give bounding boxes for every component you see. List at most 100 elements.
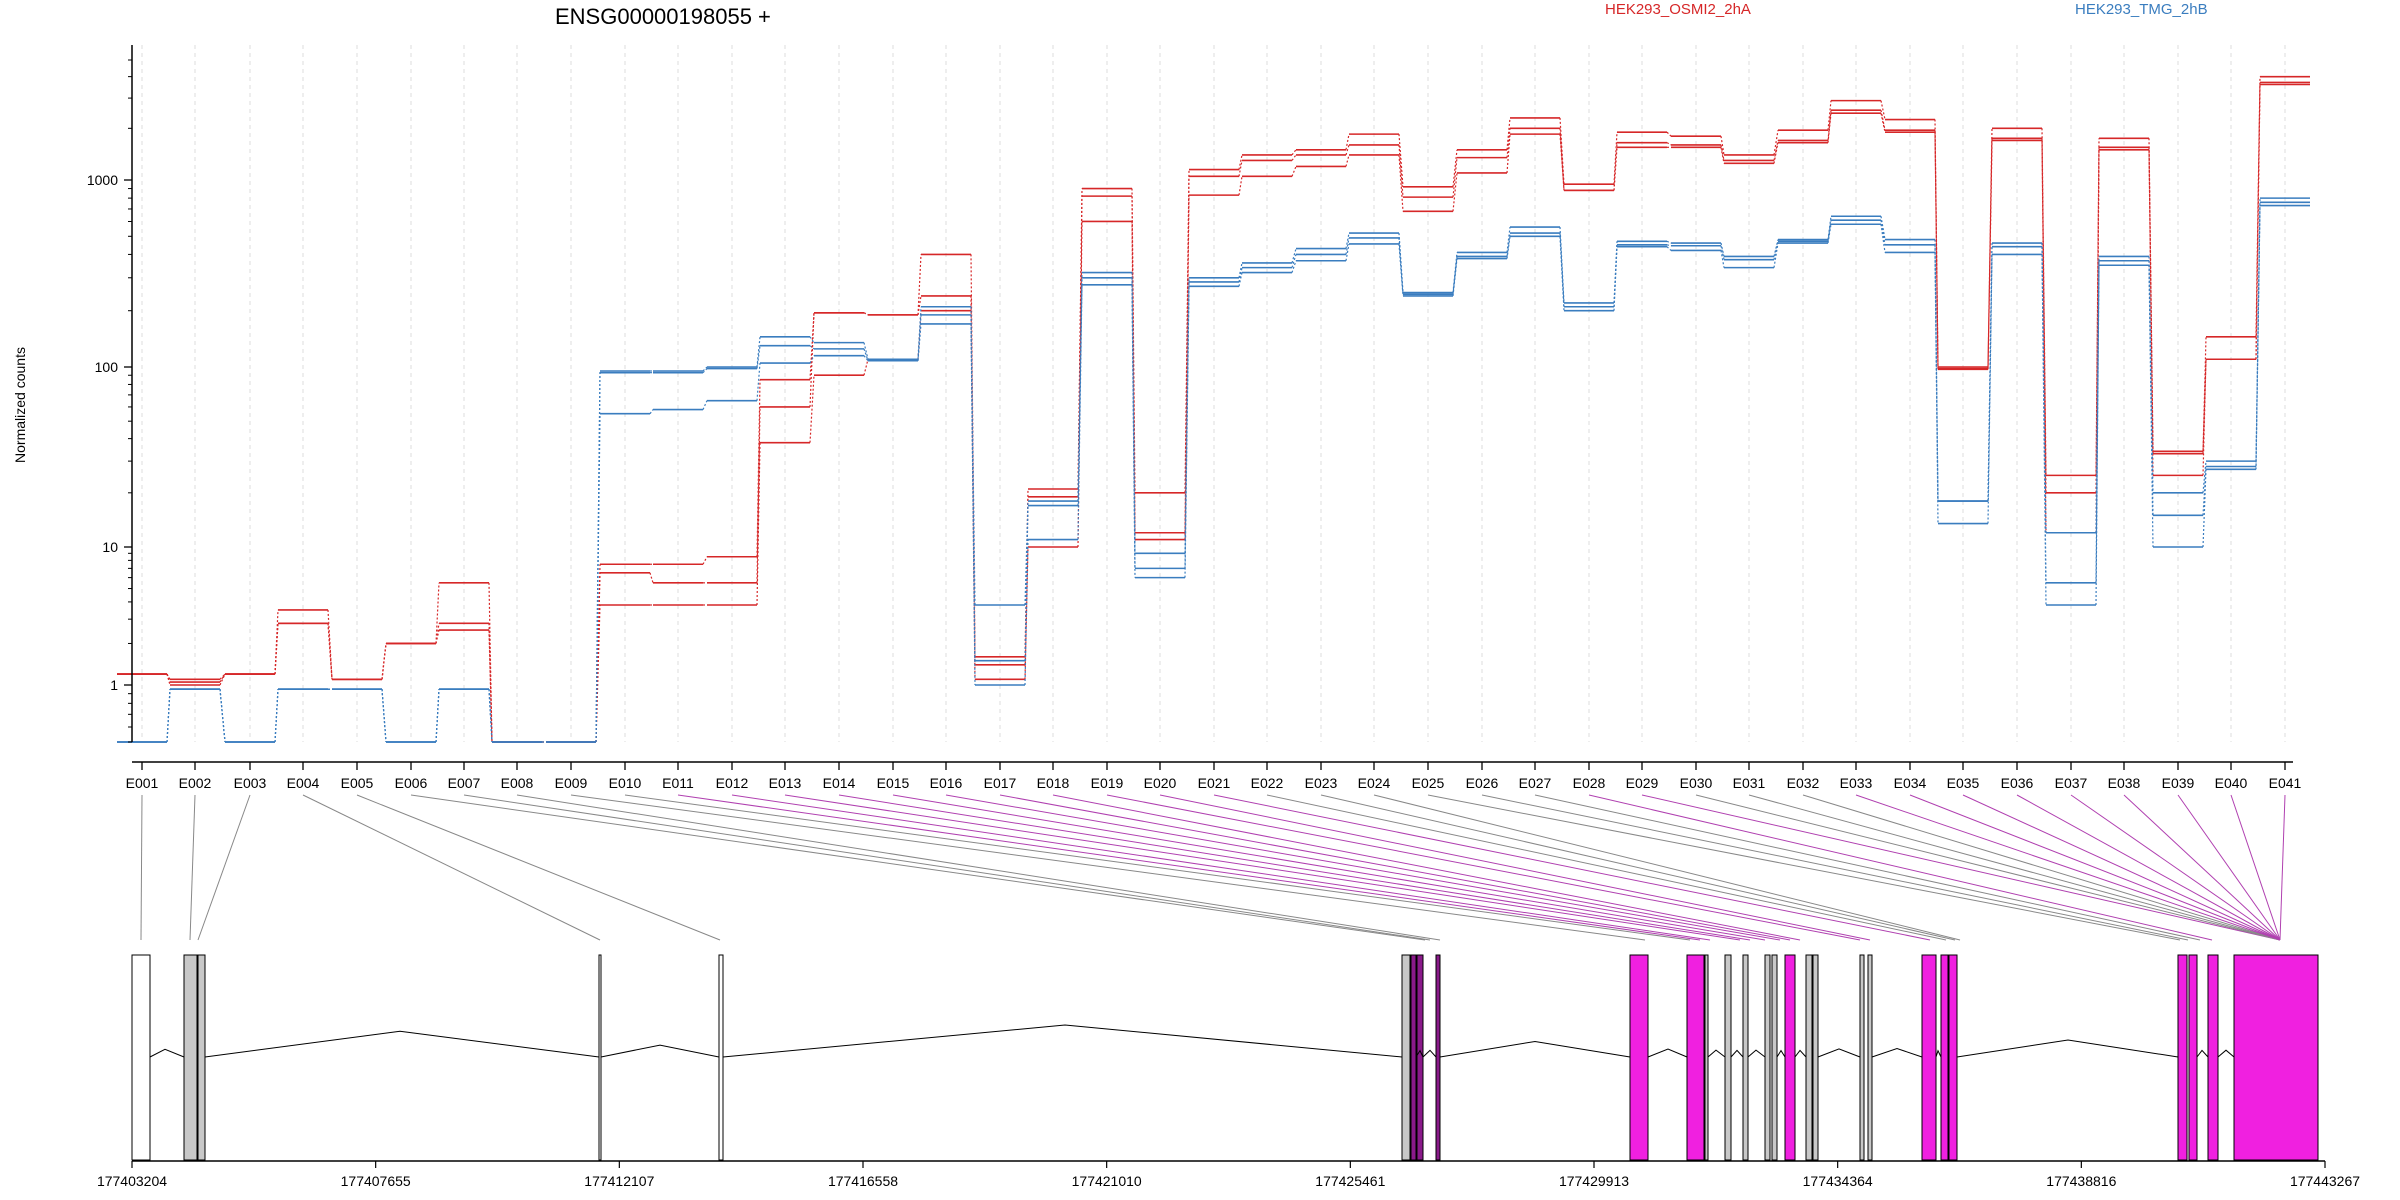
intron-1 [149, 1048, 185, 1058]
series-connector [1773, 241, 1779, 260]
exon-box-3 [197, 954, 206, 1161]
series-connector [1238, 267, 1243, 283]
x-tick-label-E036: E036 [2001, 775, 2034, 791]
intron-2 [204, 1030, 600, 1058]
series-connector [1827, 113, 1832, 143]
exon-box-1 [131, 954, 151, 1161]
series-connector [1398, 243, 1404, 296]
series-connector [756, 336, 761, 368]
series-connector [809, 336, 815, 343]
series-connector [1452, 172, 1458, 212]
series-connector [1024, 505, 1029, 661]
x-tick-label-E002: E002 [179, 775, 212, 791]
genomic-tick-label: 177429913 [1559, 1173, 1629, 1189]
connector-E013 [784, 794, 1741, 941]
series-connector [1291, 248, 1297, 264]
exon-box-15 [1764, 954, 1771, 1161]
intron-12 [1776, 1049, 1786, 1058]
connector-E038 [2123, 794, 2281, 941]
series-connector [1077, 284, 1083, 540]
exon-box-17 [1784, 954, 1796, 1161]
exon-box-10 [1629, 954, 1649, 1161]
series-connector [1024, 539, 1029, 686]
series-connector [2095, 265, 2100, 605]
connector-E010 [624, 794, 1691, 941]
series-connector [1506, 117, 1511, 150]
exon-box-2 [183, 954, 198, 1161]
series-connector [1720, 147, 1725, 164]
series-connector [1506, 134, 1511, 173]
x-tick-label-E021: E021 [1198, 775, 1231, 791]
series-connector [809, 355, 815, 364]
connector-E035 [1962, 794, 2281, 941]
x-tick-label-E026: E026 [1466, 775, 1499, 791]
series-connector [756, 442, 761, 606]
x-tick-label-E019: E019 [1091, 775, 1124, 791]
series-connector [1238, 262, 1243, 278]
series-connector [1666, 142, 1672, 146]
series-connector [1827, 100, 1832, 131]
series-connector [1238, 176, 1243, 196]
series-connector [2202, 461, 2207, 493]
intron-13 [1794, 1049, 1807, 1058]
series-connector [166, 689, 171, 743]
x-tick-label-E001: E001 [126, 775, 159, 791]
exon-box-20 [1859, 954, 1865, 1161]
intron-17 [1956, 1039, 2179, 1058]
series-connector [1666, 240, 1672, 244]
connector-E029 [1641, 794, 2281, 941]
x-tick-label-E009: E009 [555, 775, 588, 791]
connector-E041 [2279, 794, 2286, 941]
series-connector [863, 312, 869, 316]
connector-E021 [1213, 794, 1931, 941]
series-connector [2255, 84, 2261, 360]
connector-E019 [1106, 794, 1861, 941]
series-connector [809, 345, 815, 350]
series-connector [488, 630, 493, 743]
series-connector [1184, 195, 1190, 540]
axes: 1 10 100 1000 E001 E002 E003 E004 E005 E006 E007 E0… [87, 45, 2302, 791]
series-connector [1398, 144, 1404, 198]
x-tick-label-E025: E025 [1412, 775, 1445, 791]
connector-E017 [999, 794, 1791, 941]
series-connector [1345, 232, 1350, 249]
exon-box-25 [2177, 954, 2188, 1161]
x-tick-label-E011: E011 [662, 775, 694, 791]
series-connector [1452, 157, 1458, 198]
series-connector [1559, 236, 1565, 311]
series-connector [381, 689, 387, 743]
series-connector [1131, 284, 1136, 578]
intron-10 [1730, 1049, 1744, 1058]
series-connector [1077, 277, 1083, 506]
series-connector [756, 379, 761, 557]
series-connector [2255, 76, 2261, 337]
exon-box-14 [1742, 954, 1749, 1161]
x-tick-label-E005: E005 [341, 775, 374, 791]
exon-box-4 [598, 954, 602, 1161]
x-tick-label-E027: E027 [1519, 775, 1552, 791]
series-connector [1398, 134, 1404, 187]
connector-E039 [2177, 794, 2281, 941]
series-connector [1880, 220, 1886, 245]
exon-box-5 [718, 954, 724, 1161]
series-connector [166, 673, 171, 686]
y-axis-label: Normalized counts [12, 347, 28, 463]
exon-box-26 [2188, 954, 2198, 1161]
x-tick-label-E008: E008 [501, 775, 534, 791]
series-connector [970, 323, 976, 686]
series-connector [1987, 254, 1993, 524]
exon-box-18 [1805, 954, 1813, 1161]
series-connector [2255, 202, 2261, 467]
series-connector [435, 623, 440, 644]
x-tick-label-E015: E015 [877, 775, 910, 791]
exon-box-28 [2233, 954, 2319, 1161]
connector-E002 [189, 794, 196, 941]
series-connector [2202, 359, 2207, 476]
intron-4 [722, 1024, 1403, 1058]
y-tick-label-100: 100 [95, 359, 119, 375]
series-connector [1720, 136, 1725, 156]
connector-E032 [1802, 794, 2281, 941]
series-connector [1720, 144, 1725, 161]
series-connector [917, 295, 922, 315]
series-connector [863, 355, 869, 362]
